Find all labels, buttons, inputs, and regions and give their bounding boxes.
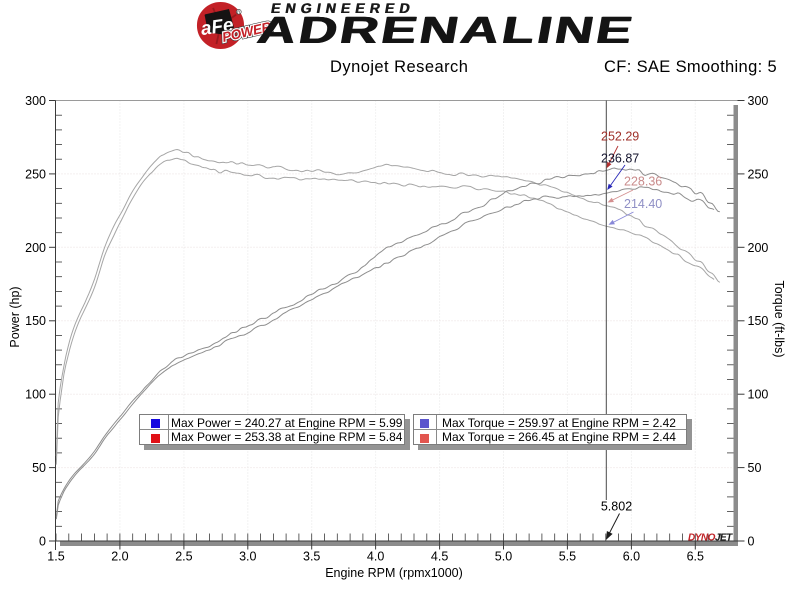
svg-text:214.40: 214.40 <box>624 197 662 211</box>
svg-text:50: 50 <box>32 461 46 475</box>
svg-text:R: R <box>237 10 240 15</box>
svg-text:200: 200 <box>25 241 46 255</box>
svg-text:2.0: 2.0 <box>111 550 128 564</box>
svg-text:5.0: 5.0 <box>495 550 512 564</box>
svg-text:300: 300 <box>748 94 769 108</box>
svg-text:100: 100 <box>25 388 46 402</box>
svg-text:2.5: 2.5 <box>175 550 192 564</box>
svg-text:200: 200 <box>748 241 769 255</box>
svg-text:5.802: 5.802 <box>601 500 632 514</box>
svg-text:6.5: 6.5 <box>687 550 704 564</box>
svg-text:DYNOJET: DYNOJET <box>688 533 733 544</box>
svg-text:150: 150 <box>748 314 769 328</box>
svg-text:6.0: 6.0 <box>623 550 640 564</box>
svg-text:300: 300 <box>25 94 46 108</box>
svg-text:aFe: aFe <box>200 15 236 40</box>
svg-text:3.0: 3.0 <box>239 550 256 564</box>
svg-text:250: 250 <box>748 167 769 181</box>
svg-text:0: 0 <box>39 535 46 549</box>
svg-text:0: 0 <box>748 535 755 549</box>
svg-text:252.29: 252.29 <box>601 130 639 144</box>
svg-text:4.0: 4.0 <box>367 550 384 564</box>
svg-text:1.5: 1.5 <box>47 550 64 564</box>
svg-text:3.5: 3.5 <box>303 550 320 564</box>
svg-text:236.87: 236.87 <box>601 151 639 165</box>
svg-text:4.5: 4.5 <box>431 550 448 564</box>
svg-text:228.36: 228.36 <box>624 175 662 189</box>
svg-text:250: 250 <box>25 167 46 181</box>
svg-text:5.5: 5.5 <box>559 550 576 564</box>
svg-text:100: 100 <box>748 388 769 402</box>
svg-text:50: 50 <box>748 461 762 475</box>
svg-text:150: 150 <box>25 314 46 328</box>
